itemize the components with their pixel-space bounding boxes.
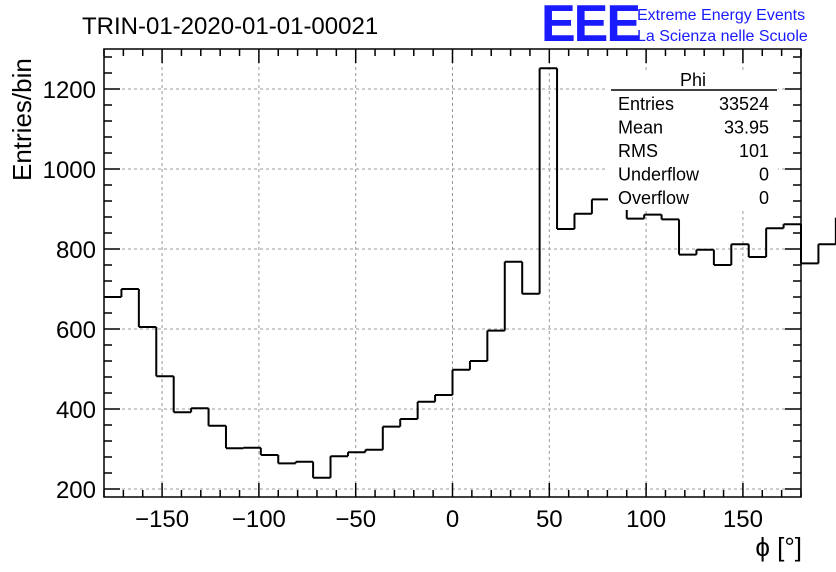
run-title: TRIN-01-2020-01-01-00021	[82, 13, 378, 40]
stats-row-label: Mean	[618, 118, 663, 138]
stats-row-value: 33.95	[724, 118, 769, 138]
y-tick-label: 200	[56, 477, 96, 504]
logo-line-2: La Scienza nelle Scuole	[637, 28, 808, 45]
logo-mark: EEE	[541, 0, 639, 53]
stats-row-value: 33524	[719, 94, 769, 114]
logo-line-1: Extreme Energy Events	[637, 7, 805, 24]
y-tick-labels: 200 400 600 800 1000 1200	[43, 77, 96, 504]
y-tick-label: 800	[56, 237, 96, 264]
x-tick-label: 150	[723, 506, 763, 533]
x-tick-label: 100	[626, 506, 666, 533]
eee-logo: EEE Extreme Energy Events La Scienza nel…	[541, 0, 808, 53]
stats-box-background	[608, 70, 778, 210]
x-tick-labels: −150 −100 −50 0 50 100 150	[135, 506, 763, 533]
x-tick-label: −150	[135, 506, 189, 533]
y-tick-label: 1200	[43, 77, 96, 104]
stats-rows: Entries 33524 Mean 33.95 RMS 101 Underflow 0 Ove…	[618, 94, 769, 208]
stats-row-label: Underflow	[618, 165, 700, 185]
x-tick-label: −50	[335, 506, 376, 533]
stats-row-value: 0	[759, 188, 769, 208]
stats-box: Phi Entries 33524 Mean 33.95 RMS 101 Underflow…	[608, 70, 778, 210]
stats-row-value: 0	[759, 165, 769, 185]
x-axis-title: ϕ [°]	[755, 532, 802, 562]
stats-row-label: RMS	[618, 141, 658, 161]
y-tick-label: 600	[56, 317, 96, 344]
stats-row-value: 101	[739, 141, 769, 161]
y-tick-label: 400	[56, 397, 96, 424]
y-tick-label: 1000	[43, 157, 96, 184]
stats-row-label: Overflow	[618, 188, 690, 208]
x-tick-label: 0	[446, 506, 459, 533]
y-axis-title: Entries/bin	[7, 58, 37, 181]
x-tick-label: 50	[536, 506, 563, 533]
stats-box-title: Phi	[680, 70, 706, 90]
stats-row-label: Entries	[618, 94, 674, 114]
x-tick-label: −100	[232, 506, 286, 533]
axis-ticks	[103, 49, 802, 497]
